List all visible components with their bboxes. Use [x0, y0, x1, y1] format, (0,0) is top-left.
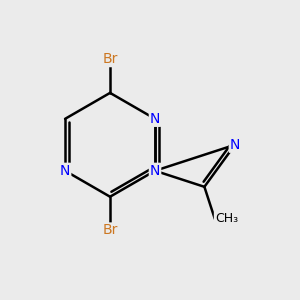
Text: N: N — [150, 112, 160, 126]
Text: N: N — [150, 164, 160, 178]
Text: Br: Br — [102, 224, 118, 238]
Text: N: N — [230, 138, 240, 152]
Text: N: N — [60, 164, 70, 178]
Text: Br: Br — [102, 52, 118, 66]
Text: CH₃: CH₃ — [215, 212, 238, 225]
